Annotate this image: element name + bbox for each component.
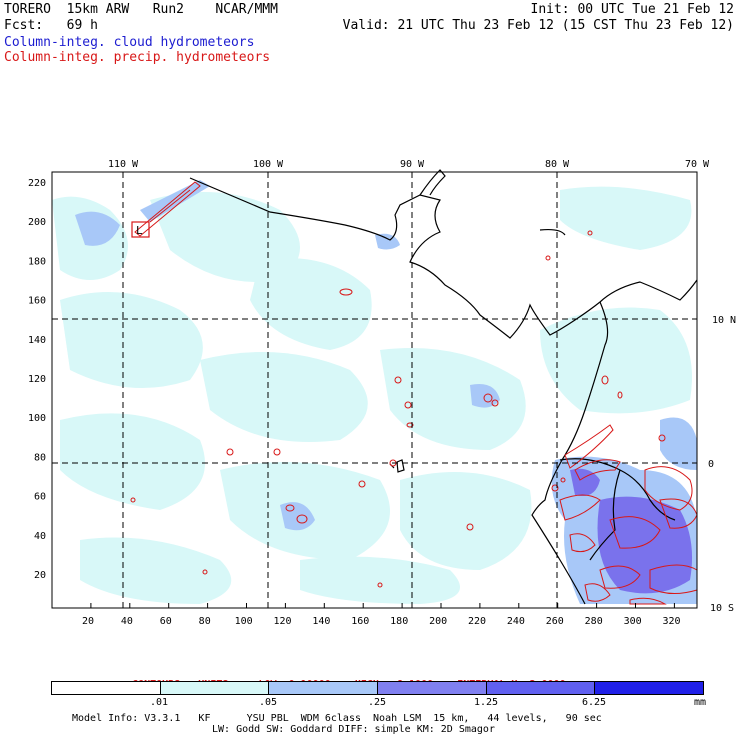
lat-label-10s: 10 S bbox=[710, 603, 734, 614]
lat-lon-grid bbox=[52, 172, 697, 608]
x-tick-label: 160 bbox=[351, 616, 369, 627]
y-tick-label: 100 bbox=[28, 413, 46, 424]
color-bar-segment bbox=[160, 682, 270, 694]
y-tick-label: 40 bbox=[34, 531, 46, 542]
low-marker-box bbox=[131, 221, 150, 238]
color-bar-segment bbox=[52, 682, 161, 694]
colorbar-label-005: .05 bbox=[258, 697, 278, 708]
lon-label-110w: 110 W bbox=[108, 159, 139, 170]
y-tick-label: 180 bbox=[28, 256, 46, 267]
x-tick-label: 280 bbox=[585, 616, 603, 627]
color-bar-segment bbox=[269, 682, 379, 694]
y-tick-label: 120 bbox=[28, 374, 46, 385]
x-tick-label: 240 bbox=[507, 616, 525, 627]
colorbar-label-025: .25 bbox=[367, 697, 387, 708]
valid-time: Valid: 21 UTC Thu 23 Feb 12 (15 CST Thu … bbox=[342, 18, 734, 33]
colorbar-label-001: .01 bbox=[149, 697, 169, 708]
colorbar-label-125: 1.25 bbox=[473, 697, 499, 708]
y-tick-label: 200 bbox=[28, 217, 46, 228]
model-title: TORERO 15km ARW Run2 NCAR/MMM bbox=[4, 2, 278, 17]
x-tick-label: 200 bbox=[429, 616, 447, 627]
x-tick-label: 60 bbox=[160, 616, 172, 627]
y-tick-label: 20 bbox=[34, 570, 46, 581]
y-tick-label: 80 bbox=[34, 452, 46, 463]
y-tick-label: 160 bbox=[28, 296, 46, 307]
x-tick-label: 100 bbox=[235, 616, 253, 627]
y-tick-label: 140 bbox=[28, 335, 46, 346]
precip-contours bbox=[130, 181, 698, 605]
x-tick-label: 140 bbox=[312, 616, 330, 627]
x-tick-label: 120 bbox=[273, 616, 291, 627]
x-tick-label: 40 bbox=[121, 616, 133, 627]
model-info: Model Info: V3.3.1 KF YSU PBL WDM 6class… bbox=[72, 713, 602, 724]
init-time: Init: 00 UTC Tue 21 Feb 12 bbox=[530, 2, 735, 17]
x-tick-label: 300 bbox=[624, 616, 642, 627]
x-tick-label: 320 bbox=[662, 616, 680, 627]
x-tick-labels: 20 40 60 80 100 120 140 160 180 200 220 240 260 280 30… bbox=[82, 616, 681, 627]
lat-label-10n: 10 N bbox=[712, 315, 736, 326]
lon-label-70w: 70 W bbox=[685, 159, 710, 170]
y-tick-label: 60 bbox=[34, 492, 46, 503]
axis-ticks bbox=[51, 603, 675, 608]
y-tick-labels: 220 200 180 160 140 120 100 80 60 40 20 bbox=[28, 178, 46, 581]
lon-label-90w: 90 W bbox=[400, 159, 425, 170]
x-tick-label: 180 bbox=[390, 616, 408, 627]
lon-label-100w: 100 W bbox=[253, 159, 284, 170]
color-bar-segment bbox=[595, 682, 704, 694]
map-frame bbox=[51, 171, 698, 609]
physics-info: LW: Godd SW: Goddard DIFF: simple KM: 2D… bbox=[212, 724, 495, 735]
field-precip-hydrometeors: Column-integ. precip. hydrometeors bbox=[4, 50, 271, 65]
lat-label-0: 0 bbox=[708, 459, 714, 470]
field-cloud-hydrometeors: Column-integ. cloud hydrometeors bbox=[4, 35, 255, 50]
x-tick-label: 20 bbox=[82, 616, 94, 627]
colorbar-label-625: 6.25 bbox=[581, 697, 607, 708]
x-tick-label: 260 bbox=[546, 616, 564, 627]
low-marker-label: L bbox=[136, 224, 143, 237]
colorbar-unit: mm bbox=[693, 697, 707, 708]
x-tick-label: 80 bbox=[199, 616, 211, 627]
color-bar-segment bbox=[486, 682, 596, 694]
x-tick-label: 220 bbox=[468, 616, 486, 627]
color-bar-segment bbox=[378, 682, 487, 694]
cloud-fill-light bbox=[52, 186, 692, 604]
lon-label-80w: 80 W bbox=[545, 159, 570, 170]
forecast-hour: Fcst: 69 h bbox=[4, 18, 98, 33]
color-bar bbox=[51, 681, 704, 695]
y-tick-label: 220 bbox=[28, 178, 46, 189]
